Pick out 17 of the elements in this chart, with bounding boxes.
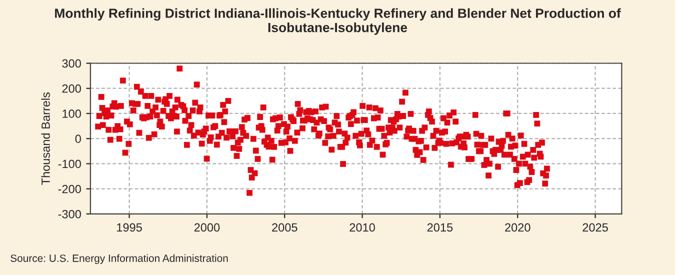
y-tick-label: 0 — [75, 134, 81, 143]
x-tick-label: 2010 — [350, 223, 375, 232]
x-tick-label: 2025 — [582, 223, 608, 232]
x-tick-label: 2005 — [272, 223, 298, 232]
x-tick-label: 1995 — [117, 223, 142, 232]
y-tick-label: -300 — [58, 210, 81, 218]
chart-title: Monthly Refining District Indiana-Illinois-Kentucky Refinery and Blender Net Production of Isobutane-Isobutylene — [55, 8, 621, 35]
x-tick-label: 2015 — [427, 223, 453, 232]
y-axis-title: Thousand Barrels — [41, 92, 50, 185]
source-note: Source: U.S. Energy Information Administration — [10, 254, 228, 264]
y-tick-label: 200 — [62, 84, 81, 93]
y-tick-label: 300 — [62, 59, 81, 68]
y-tick-label: -100 — [58, 160, 81, 168]
y-tick-label: 100 — [62, 110, 81, 118]
y-tick-label: -200 — [58, 184, 81, 194]
x-tick-label: 2020 — [505, 223, 530, 232]
x-tick-label: 2000 — [194, 223, 220, 232]
